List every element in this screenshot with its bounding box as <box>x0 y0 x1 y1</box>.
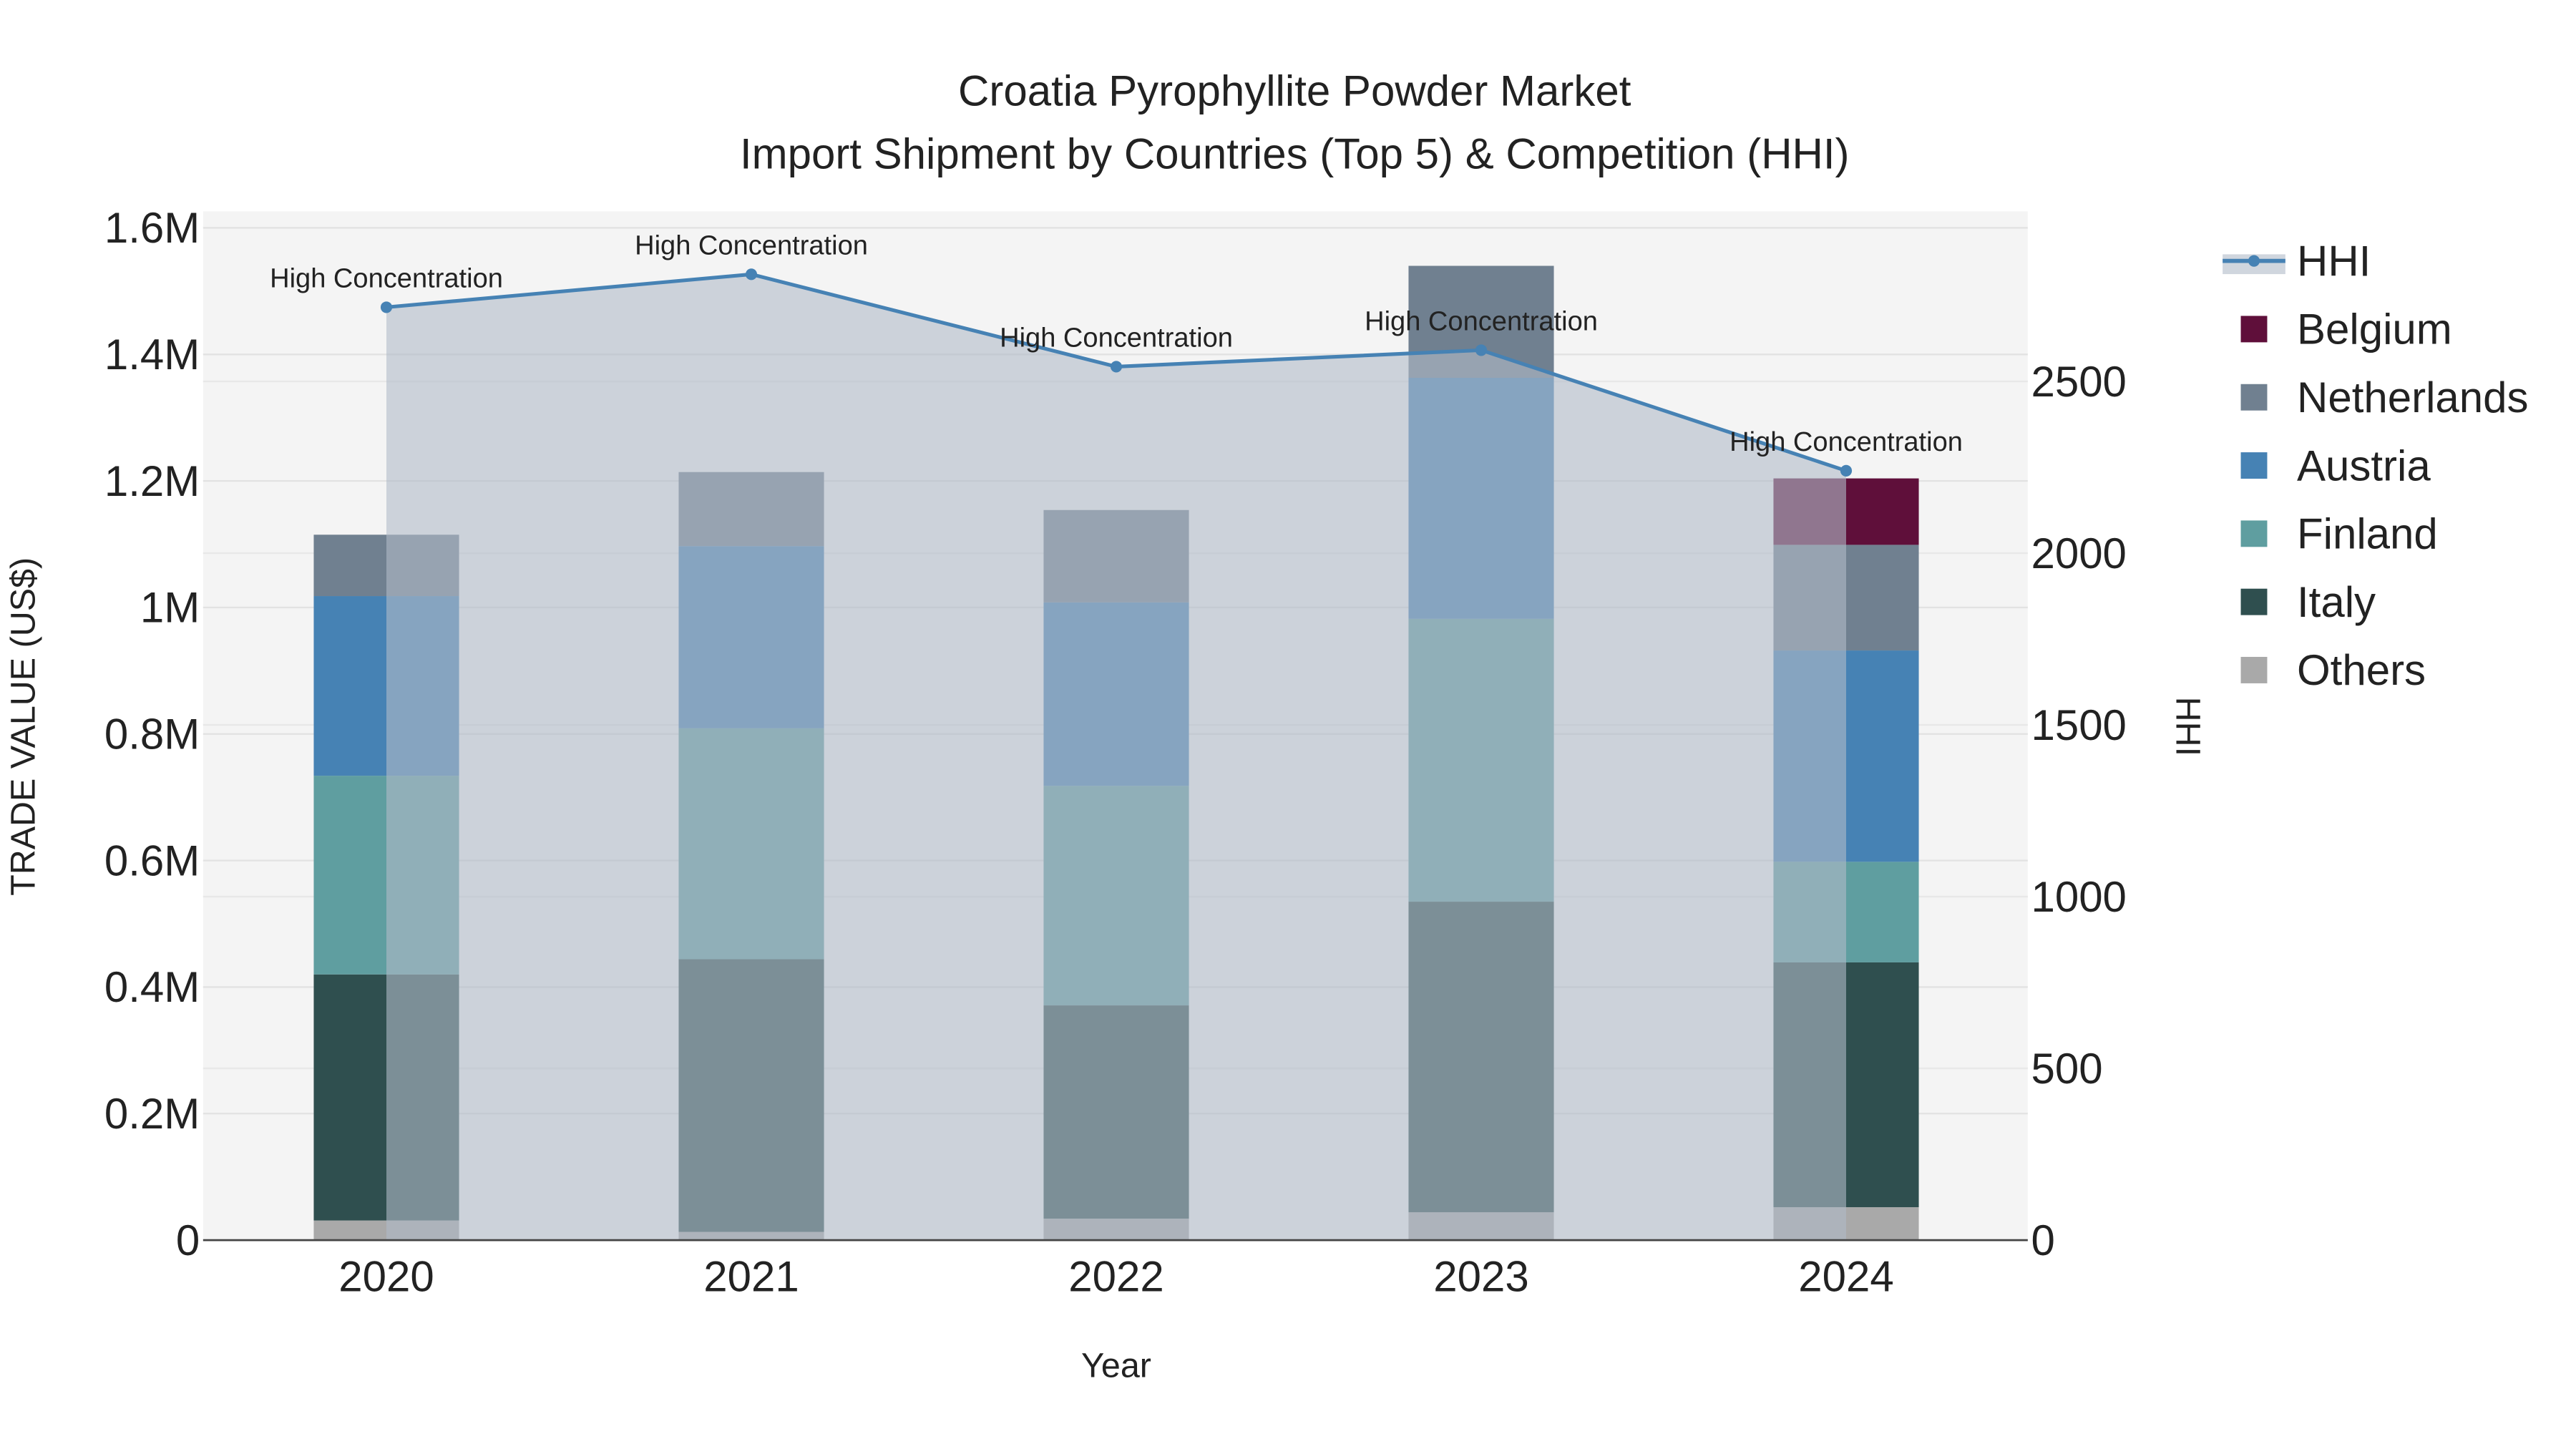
legend-label: Netherlands <box>2297 374 2529 421</box>
y2-tick-label: 1500 <box>2031 701 2126 749</box>
chart-title: Croatia Pyrophyllite Powder Market <box>958 67 1631 115</box>
legend-label: Belgium <box>2297 306 2452 353</box>
y-axis-ticks: 0 0.2M 0.4M 0.6M 0.8M 1M 1.2M 1.4M 1.6M <box>104 204 200 1264</box>
legend-swatch-netherlands <box>2240 384 2268 411</box>
x-axis-title: Year <box>1081 1347 1151 1385</box>
hhi-point-2022 <box>1110 361 1123 373</box>
chart-subtitle: Import Shipment by Countries (Top 5) & C… <box>740 130 1850 177</box>
x-axis-ticks: 2020 2021 2022 2023 2024 <box>338 1253 1893 1301</box>
y-tick-label: 1.4M <box>104 331 200 379</box>
hhi-annotation: High Concentration <box>1365 307 1598 337</box>
legend-hhi-marker <box>2248 255 2260 267</box>
legend-swatch-belgium <box>2240 316 2268 343</box>
hhi-area <box>386 274 1846 1241</box>
y2-tick-label: 2000 <box>2031 530 2126 577</box>
legend: HHI Belgium Netherlands Austria Finland Italy… <box>2223 237 2529 694</box>
y2-tick-label: 500 <box>2031 1045 2102 1093</box>
y-tick-label: 0.8M <box>104 711 200 758</box>
y2-axis-title: HHI <box>2169 697 2207 756</box>
hhi-point-2021 <box>745 268 758 280</box>
y-tick-label: 0.6M <box>104 836 200 884</box>
y2-tick-label: 1000 <box>2031 873 2126 921</box>
legend-label: Italy <box>2297 578 2376 626</box>
y2-tick-label: 0 <box>2031 1216 2054 1264</box>
x-tick-label: 2021 <box>703 1253 799 1301</box>
legend-swatch-austria <box>2240 452 2268 479</box>
y-axis-title: TRADE VALUE (US$) <box>4 557 42 896</box>
hhi-annotation: High Concentration <box>270 264 503 294</box>
x-tick-label: 2024 <box>1798 1253 1893 1301</box>
hhi-point-2020 <box>380 301 393 313</box>
y2-tick-label: 2500 <box>2031 358 2126 406</box>
hhi-series: High Concentration High Concentration High… <box>270 231 1963 1241</box>
legend-label: Finland <box>2297 510 2438 558</box>
legend-swatch-finland <box>2240 520 2268 547</box>
legend-label: Others <box>2297 646 2426 694</box>
legend-label: Austria <box>2297 441 2431 489</box>
hhi-point-2024 <box>1840 464 1853 477</box>
x-tick-label: 2022 <box>1068 1253 1163 1301</box>
x-tick-label: 2020 <box>338 1253 434 1301</box>
legend-label: HHI <box>2297 237 2371 285</box>
y-tick-label: 1M <box>140 584 200 632</box>
y-tick-label: 0.4M <box>104 963 200 1011</box>
x-tick-label: 2023 <box>1433 1253 1528 1301</box>
y-tick-label: 0 <box>176 1216 200 1264</box>
y-tick-label: 1.6M <box>104 204 200 252</box>
y-tick-label: 0.2M <box>104 1090 200 1138</box>
hhi-point-2023 <box>1475 344 1488 356</box>
hhi-annotation: High Concentration <box>1000 323 1233 353</box>
legend-swatch-others <box>2240 657 2268 683</box>
y-tick-label: 1.2M <box>104 457 200 505</box>
y2-axis-ticks: 0 500 1000 1500 2000 2500 <box>2031 358 2126 1264</box>
hhi-annotation: High Concentration <box>635 231 868 261</box>
hhi-annotation: High Concentration <box>1729 427 1963 457</box>
legend-swatch-italy <box>2240 588 2268 615</box>
